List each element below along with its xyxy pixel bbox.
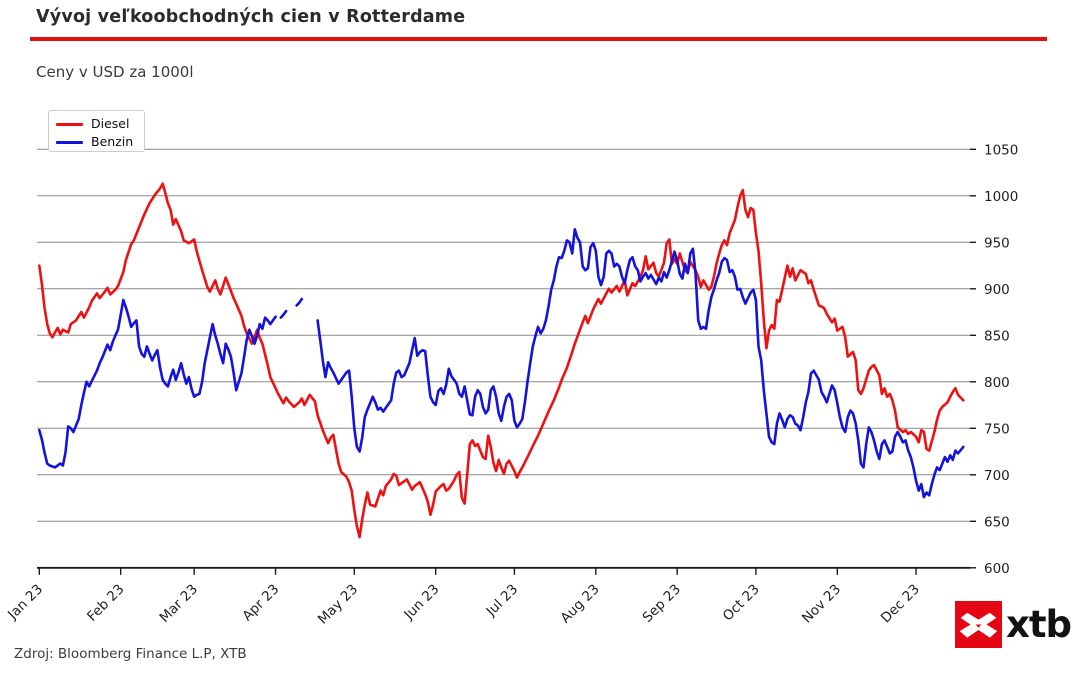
x-tick-label: Apr 23 (239, 581, 282, 624)
x-tick-label: Aug 23 (557, 581, 602, 626)
xtb-logo-text: xtb (1006, 603, 1072, 646)
x-tick-label: Dec 23 (878, 581, 923, 626)
x-tick-label: Jul 23 (483, 581, 522, 620)
y-tick-label: 1000 (984, 189, 1018, 205)
diesel-line (38, 182, 965, 539)
diesel-line-swatch-icon (56, 122, 83, 126)
xtb-logo: xtb (955, 601, 1072, 648)
legend-item-benzin: Benzin (56, 134, 144, 150)
title-accent-rule (30, 37, 1047, 41)
x-tick-label: Feb 23 (84, 581, 127, 624)
legend: Diesel Benzin (48, 110, 145, 152)
xtb-logo-icon (955, 601, 1002, 648)
y-tick-label: 600 (984, 561, 1010, 577)
y-tick-label: 850 (984, 328, 1010, 344)
y-tick-label: 700 (984, 468, 1010, 484)
x-tick-label: Jan 23 (4, 581, 46, 623)
y-tick-label: 750 (984, 421, 1010, 437)
chart-subtitle: Ceny v USD za 1000l (36, 63, 194, 81)
x-tick-label: Jun 23 (400, 581, 442, 623)
x-tick-label: Sep 23 (640, 581, 684, 625)
legend-label-benzin: Benzin (91, 134, 134, 149)
x-tick-label: Oct 23 (720, 581, 763, 624)
y-tick-label: 1050 (984, 142, 1018, 158)
page-title: Vývoj veľkoobchodných cien v Rotterdame (36, 7, 466, 27)
benzin-line (38, 228, 965, 499)
x-tick-label: May 23 (315, 581, 361, 627)
legend-label-diesel: Diesel (91, 116, 130, 131)
x-tick-label: Nov 23 (799, 581, 844, 626)
y-tick-label: 650 (984, 514, 1010, 530)
y-tick-label: 900 (984, 282, 1010, 298)
source-note: Zdroj: Bloomberg Finance L.P, XTB (14, 646, 247, 662)
benzin-line-swatch-icon (56, 140, 83, 144)
y-tick-label: 950 (984, 235, 1010, 251)
legend-item-diesel: Diesel (56, 116, 144, 132)
y-tick-label: 800 (984, 375, 1010, 391)
x-tick-label: Mar 23 (156, 581, 201, 626)
